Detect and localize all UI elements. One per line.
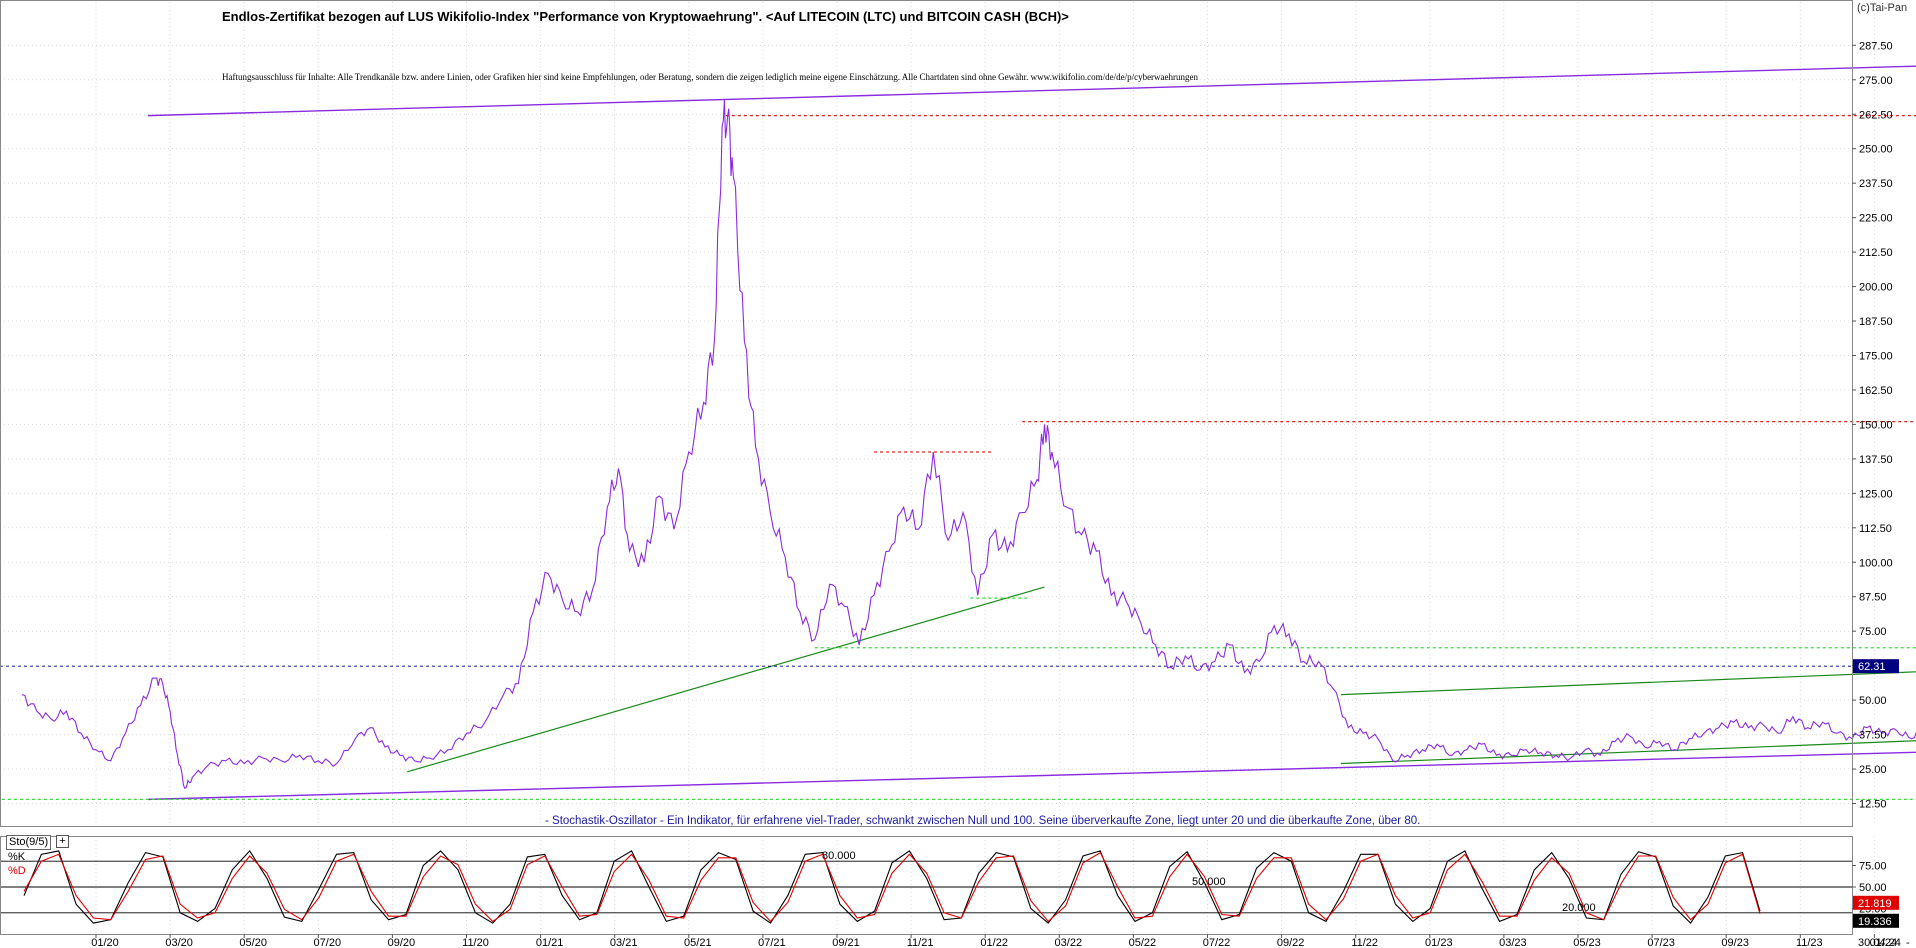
y-tick-label: 262.50	[1859, 109, 1893, 121]
x-tick-label: 01/20	[91, 937, 119, 948]
y-tick-label: 112.50	[1859, 523, 1892, 535]
x-tick-label: 11/21	[907, 937, 934, 948]
x-tick-label: 01/24	[1870, 937, 1898, 948]
sto-d-badge	[1853, 913, 1899, 928]
last-price-value: 62.31	[1858, 661, 1886, 673]
sto-d-line	[23, 851, 1761, 923]
y-tick-label: 125.00	[1859, 488, 1893, 500]
y-tick-label: 87.50	[1859, 592, 1887, 604]
stochastic-panel-frame	[0, 836, 1853, 935]
legend-d: %D	[8, 865, 26, 877]
sto-y-tick-label: 75.00	[1859, 861, 1887, 873]
right-dash: -	[1906, 937, 1910, 948]
x-tick-label: 07/21	[758, 937, 786, 948]
y-tick-label: 75.00	[1859, 626, 1887, 638]
sto-level-80-label: 80.000	[822, 850, 856, 862]
trendline-upper-2022-2024	[1340, 671, 1916, 696]
x-tick-label: 01/22	[980, 937, 1008, 948]
x-tick-label: 11/23	[1796, 937, 1823, 948]
x-tick-label: 07/22	[1203, 937, 1231, 948]
price-series	[21, 99, 1916, 790]
x-tick-label: 01/23	[1425, 937, 1453, 948]
sto-level-20-label: 20.000	[1562, 902, 1596, 914]
sto-k-badge	[1853, 895, 1899, 910]
upper-channel-line	[147, 65, 1916, 117]
y-tick-label: 237.50	[1859, 178, 1893, 190]
x-tick-label: 01/21	[536, 937, 564, 948]
y-tick-label: 250.00	[1859, 144, 1893, 156]
trendline-2020-2021	[407, 586, 1045, 773]
x-tick-label: 11/22	[1351, 937, 1378, 948]
y-tick-label: 162.50	[1859, 385, 1893, 397]
y-tick-label: 212.50	[1859, 247, 1893, 259]
lower-channel-line	[147, 751, 1916, 801]
sto-y-tick-label: 50.00	[1859, 882, 1887, 894]
stochastic-panel: 80.000 50.000 20.000	[0, 849, 1852, 924]
x-tick-label: 07/20	[314, 937, 342, 948]
drawn-lines	[0, 65, 1916, 801]
price-line	[21, 99, 1916, 790]
sto-d-value: 19.336	[1858, 916, 1892, 928]
y-tick-label: 25.00	[1859, 764, 1887, 776]
trendline-lower-2022-2024	[1340, 740, 1916, 765]
y-tick-label: 200.00	[1859, 282, 1893, 294]
y-tick-label: 37.50	[1859, 730, 1887, 742]
y-tick-label: 287.50	[1859, 40, 1893, 52]
y-tick-label: 150.00	[1859, 419, 1893, 431]
x-tick-label: 03/22	[1055, 937, 1083, 948]
x-tick-label: 09/23	[1721, 937, 1749, 948]
x-tick-label: 03/20	[165, 937, 193, 948]
chart-title: Endlos-Zertifikat bezogen auf LUS Wikifo…	[222, 9, 1069, 24]
indicator-selector[interactable]: Sto(9/5)	[6, 835, 52, 850]
sto-level-50-label: 50.000	[1192, 876, 1226, 888]
x-tick-label: 03/21	[610, 937, 638, 948]
y-tick-label: 225.00	[1859, 213, 1893, 225]
y-tick-label: 275.00	[1859, 75, 1893, 87]
y-tick-label: 175.00	[1859, 350, 1893, 362]
x-tick-label: 05/23	[1573, 937, 1601, 948]
x-tick-label: 03/23	[1499, 937, 1527, 948]
stochastic-description: - Stochastik-Oszillator - Ein Indikator,…	[545, 815, 1421, 827]
x-tick-label: 05/21	[684, 937, 712, 948]
x-tick-label: 05/22	[1129, 937, 1157, 948]
x-tick-label: 09/21	[832, 937, 860, 948]
price-panel-frame	[0, 0, 1853, 827]
x-tick-label: 11/20	[462, 937, 489, 948]
y-tick-label: 12.50	[1859, 799, 1887, 811]
sto-k-value: 21.819	[1858, 898, 1892, 910]
y-tick-label: 100.00	[1859, 557, 1893, 569]
y-tick-label: 137.50	[1859, 454, 1893, 466]
y-tick-label: 50.00	[1859, 695, 1887, 707]
legend-k: %K	[8, 851, 26, 863]
copyright-label: (c)Tai-Pan	[1857, 2, 1908, 14]
last-date-label: 30.04.24	[1858, 937, 1901, 948]
x-tick-label: 05/20	[239, 937, 267, 948]
x-tick-label: 07/23	[1647, 937, 1675, 948]
x-tick-label: 09/22	[1277, 937, 1305, 948]
y-tick-label: 187.50	[1859, 316, 1893, 328]
disclaimer-text: Haftungsausschluss für Inhalte: Alle Tre…	[222, 72, 1199, 82]
last-price-badge	[1853, 659, 1899, 674]
add-indicator-button[interactable]: +	[56, 835, 69, 848]
x-tick-label: 09/20	[388, 937, 416, 948]
